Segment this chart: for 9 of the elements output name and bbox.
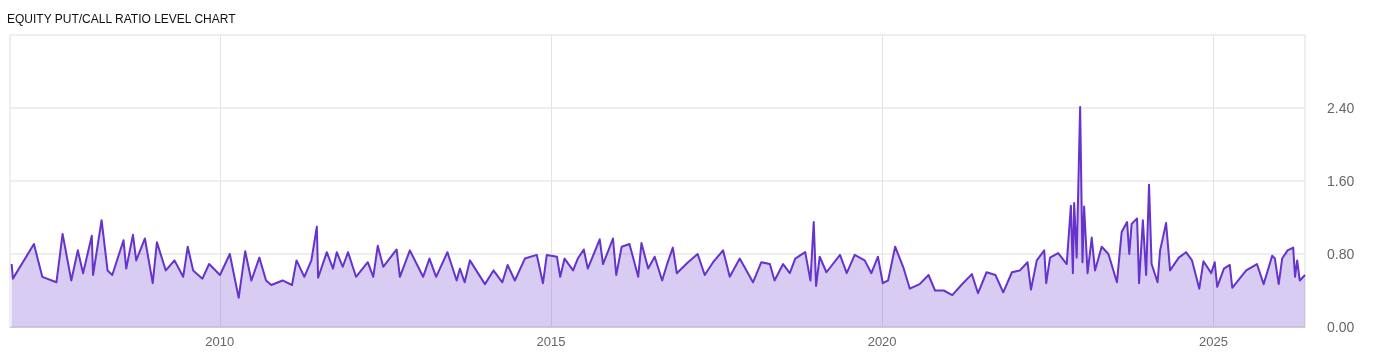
x-tick-label: 2020 [867, 334, 897, 349]
y-tick-label: 0.00 [1327, 319, 1355, 335]
y-tick-label: 1.60 [1327, 173, 1355, 189]
y-tick-label: 0.80 [1327, 246, 1355, 262]
chart-title: EQUITY PUT/CALL RATIO LEVEL CHART [7, 12, 237, 26]
y-tick-label: 2.40 [1327, 100, 1355, 116]
x-tick-label: 2010 [205, 334, 235, 349]
x-tick-label: 2015 [536, 334, 566, 349]
x-tick-label: 2025 [1198, 334, 1228, 349]
